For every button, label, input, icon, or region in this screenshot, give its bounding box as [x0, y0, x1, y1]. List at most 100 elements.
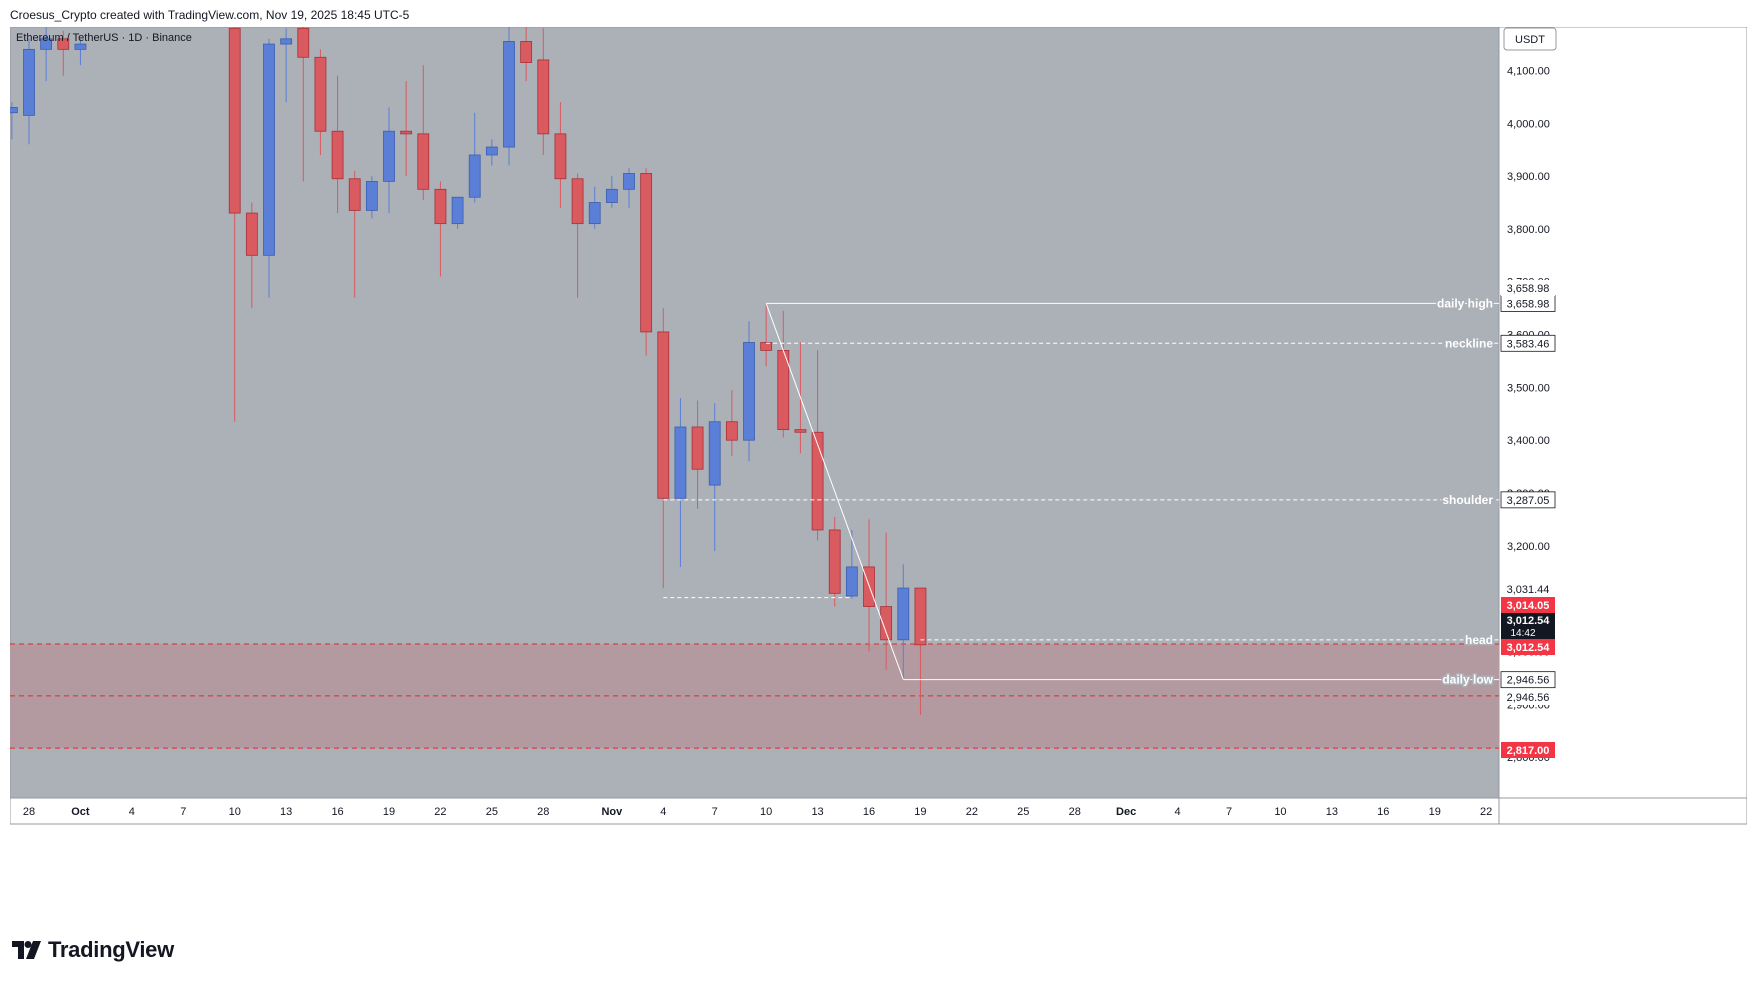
- chart-container[interactable]: 4,100.004,000.003,900.003,800.003,700.00…: [5, 26, 1748, 921]
- candle-body[interactable]: [5, 107, 18, 114]
- candle-body[interactable]: [725, 421, 738, 441]
- x-tick-label: 4: [129, 806, 135, 818]
- x-tick-label: 7: [712, 806, 718, 818]
- x-tick-label: 16: [1377, 806, 1389, 818]
- symbol-label: Ethereum / TetherUS · 1D · Binance: [16, 32, 192, 44]
- candle-body[interactable]: [537, 59, 550, 135]
- candle-body[interactable]: [674, 426, 687, 499]
- x-tick-label: 22: [1480, 806, 1492, 818]
- candle-body[interactable]: [74, 43, 87, 50]
- candle-body[interactable]: [828, 529, 841, 594]
- x-tick-label: Oct: [71, 806, 90, 818]
- candle-body[interactable]: [691, 426, 704, 470]
- y-tick-label: 3,500.00: [1507, 382, 1550, 394]
- candle-body[interactable]: [571, 178, 584, 225]
- level-price-tag: [1500, 334, 1556, 352]
- level-price-label: 2,946.56: [1507, 675, 1550, 687]
- x-tick-label: 28: [23, 806, 35, 818]
- y-tick-label: 3,800.00: [1507, 224, 1550, 236]
- candle-body[interactable]: [348, 178, 361, 211]
- candle-body[interactable]: [383, 130, 395, 182]
- candle-body[interactable]: [743, 342, 755, 441]
- candle-body[interactable]: [554, 133, 567, 180]
- candle-body[interactable]: [708, 421, 721, 486]
- price-tag-current-black: [1501, 613, 1555, 641]
- candle-body[interactable]: [623, 173, 635, 190]
- candle-body[interactable]: [468, 154, 481, 198]
- level-label-head: head: [1465, 633, 1493, 647]
- level-label-shoulder: shoulder: [1442, 493, 1493, 507]
- candle-body[interactable]: [485, 146, 498, 156]
- candle-body[interactable]: [640, 173, 653, 333]
- price-tag-zone-bottom-bg: [1501, 742, 1555, 758]
- x-tick-label: Nov: [601, 806, 623, 818]
- price-tag-zone-top-bg: [1501, 639, 1555, 655]
- candle-body[interactable]: [331, 130, 344, 180]
- price-tag-current-price: 3,012.54: [1507, 615, 1551, 627]
- currency-button[interactable]: [1503, 27, 1557, 51]
- candle-body[interactable]: [657, 331, 670, 499]
- candle-body[interactable]: [23, 48, 35, 116]
- candle-body[interactable]: [297, 27, 310, 58]
- x-tick-label: 4: [660, 806, 666, 818]
- candle-body[interactable]: [40, 38, 53, 50]
- x-tick-label: 13: [811, 806, 823, 818]
- x-tick-label: 7: [180, 806, 186, 818]
- price-tag-last-close: 3,031.44: [1507, 584, 1550, 596]
- currency-button-label: USDT: [1515, 34, 1545, 46]
- candle-body[interactable]: [520, 41, 533, 63]
- x-tick-label: 22: [434, 806, 446, 818]
- candle-body[interactable]: [760, 342, 773, 351]
- price-tag-zone-bottom: 2,817.00: [1507, 745, 1550, 757]
- candle-body[interactable]: [914, 587, 927, 646]
- level-price-label: 3,583.46: [1507, 338, 1550, 350]
- tradingview-logo[interactable]: TradingView: [12, 937, 174, 963]
- level-price-label: 3,658.98: [1507, 298, 1550, 310]
- candle-body[interactable]: [434, 188, 447, 225]
- level-price-label: 3,287.05: [1507, 495, 1550, 507]
- candle-body[interactable]: [314, 56, 327, 132]
- candle-body[interactable]: [228, 27, 241, 214]
- level-price-tag: [1500, 671, 1556, 689]
- candle-body[interactable]: [417, 133, 430, 190]
- trend-line[interactable]: [765, 303, 904, 680]
- candle-body[interactable]: [845, 566, 858, 597]
- x-tick-label: 13: [1326, 806, 1338, 818]
- x-tick-label: 28: [537, 806, 549, 818]
- price-tag-daily-high-upper-bg: [1501, 280, 1555, 296]
- candle-body[interactable]: [605, 188, 618, 203]
- x-tick-label: 10: [1274, 806, 1286, 818]
- candle-body[interactable]: [451, 196, 464, 225]
- candle-body[interactable]: [897, 587, 910, 641]
- x-tick-label: 22: [966, 806, 978, 818]
- x-tick-label: 7: [1226, 806, 1232, 818]
- candle-body[interactable]: [245, 212, 258, 256]
- level-label-daily-low: daily low: [1442, 673, 1493, 687]
- y-tick-label: 3,200.00: [1507, 541, 1550, 553]
- candle-body[interactable]: [503, 41, 515, 148]
- tradingview-logo-icon: [12, 941, 41, 959]
- price-tag-zone-top: 3,012.54: [1507, 642, 1551, 654]
- price-tag-current-red: 3,014.05: [1507, 600, 1550, 612]
- tradingview-brand: TradingView: [48, 937, 174, 962]
- level-price-tag: [1500, 491, 1556, 509]
- y-tick-label: 4,000.00: [1507, 118, 1550, 130]
- candle-body[interactable]: [400, 130, 413, 135]
- price-tag-last-close-bg: [1501, 581, 1555, 597]
- candle-body[interactable]: [794, 429, 807, 433]
- x-tick-label: 19: [383, 806, 395, 818]
- candle-body[interactable]: [811, 431, 824, 531]
- x-tick-label: 28: [1069, 806, 1081, 818]
- candle-body[interactable]: [57, 38, 70, 50]
- level-label-neckline: neckline: [1445, 336, 1493, 350]
- price-tag-zone-mid-bg: [1501, 689, 1555, 705]
- candle-body[interactable]: [263, 43, 275, 256]
- x-tick-label: 19: [914, 806, 926, 818]
- y-tick-label: 3,900.00: [1507, 171, 1550, 183]
- candle-body[interactable]: [365, 180, 378, 211]
- candlestick-chart[interactable]: 4,100.004,000.003,900.003,800.003,700.00…: [5, 26, 1748, 921]
- candle-body[interactable]: [280, 38, 293, 45]
- candle-body[interactable]: [880, 606, 893, 641]
- candle-body[interactable]: [588, 202, 601, 225]
- y-tick-label: 3,400.00: [1507, 435, 1550, 447]
